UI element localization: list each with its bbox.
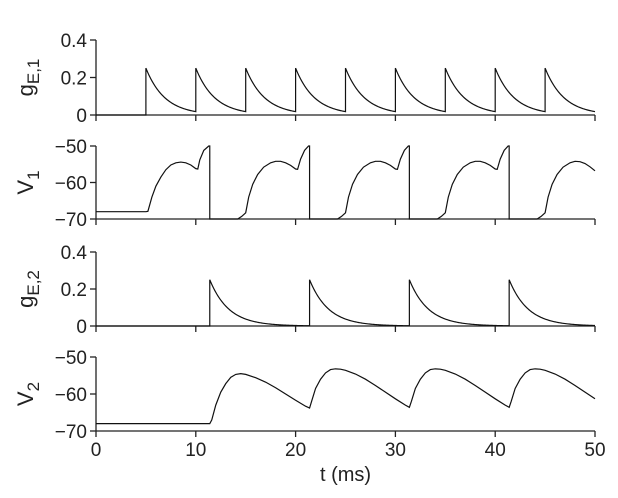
x-tick-label: 20 xyxy=(285,440,306,461)
panel-gE1: 0 0.2 0.4 gE,1 xyxy=(13,31,596,127)
y-axis-label-V2: V2 xyxy=(13,382,43,406)
y-tick-label-V1: −70 xyxy=(55,210,87,231)
y-tick-label-gE2: 0 xyxy=(76,317,87,338)
x-tick-label: 0 xyxy=(91,440,102,461)
x-tick-label: 30 xyxy=(385,440,406,461)
y-tick-label-V1: −60 xyxy=(55,174,87,195)
x-tick-label: 10 xyxy=(185,440,206,461)
trace-gE1 xyxy=(96,67,596,116)
y-tick-label-gE1: 0 xyxy=(76,106,87,127)
trace-V1 xyxy=(96,145,596,220)
panel-V1: −70 −60 −50 V1 xyxy=(13,137,596,231)
panels: 00.20.4gE,1−70−60−50V100.20.4gE,2−70−60−… xyxy=(13,31,606,486)
x-tick-label: 50 xyxy=(584,440,605,461)
y-tick-label-gE2: 0.4 xyxy=(61,243,88,264)
y-tick-label-V2: −70 xyxy=(55,422,87,443)
y-tick-label-gE1: 0.4 xyxy=(61,31,88,52)
x-axis-label: t (ms) xyxy=(320,464,371,486)
y-tick-label-V2: −50 xyxy=(55,348,87,369)
y-tick-label-V1: −50 xyxy=(55,137,87,158)
panel-gE2: 0 0.2 0.4 gE,2 xyxy=(13,243,596,338)
y-tick-label-gE2: 0.2 xyxy=(61,280,87,301)
panel-V2: −70 −60 −50 0 10 20 30 40 50 V2 t (ms) xyxy=(13,348,606,486)
y-tick-label-V2: −60 xyxy=(55,385,87,406)
trace-V2 xyxy=(96,368,596,425)
y-tick-label-gE1: 0.2 xyxy=(61,69,87,90)
y-axis-label-gE1: gE,1 xyxy=(13,59,43,97)
trace-gE2 xyxy=(96,279,596,327)
y-axis-label-gE2: gE,2 xyxy=(13,270,43,308)
y-axis-label-V1: V1 xyxy=(13,170,43,194)
x-tick-label: 40 xyxy=(485,440,506,461)
